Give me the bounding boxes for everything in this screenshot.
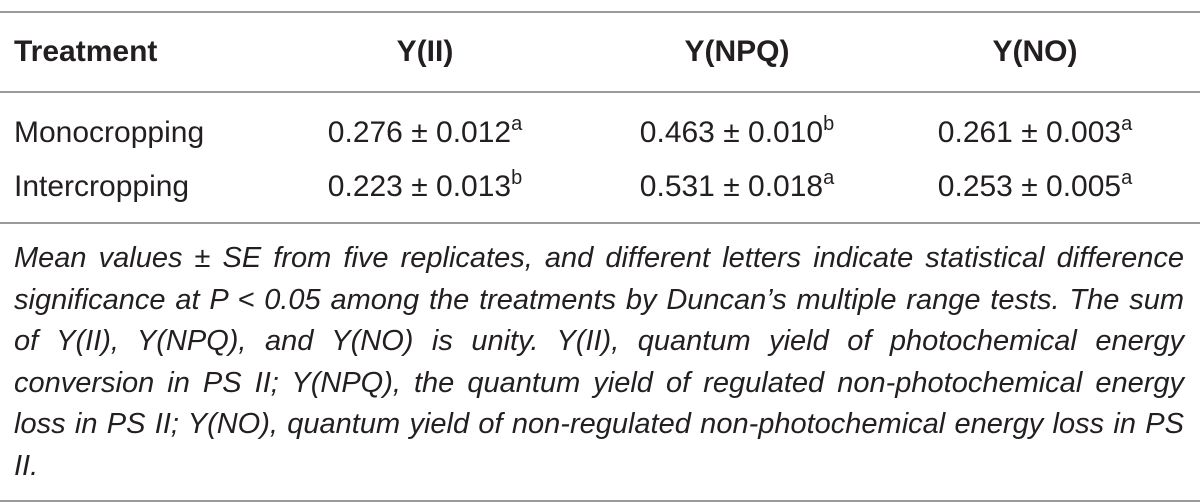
value-cell: 0.463 ± 0.010b [639,113,835,151]
top-rule [0,11,1200,13]
header-cell: Treatment [14,35,158,68]
value-cell: 0.276 ± 0.012a [327,113,523,151]
cell-text: 0.223 ± 0.013 [327,170,512,203]
value-cell: 0.531 ± 0.018a [639,167,835,205]
value-cell: 0.253 ± 0.005a [937,167,1133,205]
header-cell: Y(NPQ) [684,35,790,68]
cell-text: Monocropping [14,116,205,149]
cell-text: 0.261 ± 0.003 [937,116,1122,149]
significance-letter: a [823,167,835,189]
value-cell: 0.223 ± 0.013b [327,167,523,205]
cell-text: 0.276 ± 0.012 [327,116,512,149]
bottom-rule [0,500,1200,502]
row-label: Intercropping [14,169,189,205]
footnote: Mean values ± SE from five replicates, a… [14,242,1184,482]
header-cell: Y(NO) [992,35,1078,68]
value-cell: 0.261 ± 0.003a [937,113,1133,151]
cell-text: 0.463 ± 0.010 [639,116,824,149]
significance-letter: b [823,113,835,135]
significance-letter: a [1121,167,1133,189]
body-rule [0,222,1200,224]
significance-letter: b [511,167,523,189]
header-rule [0,91,1200,93]
significance-letter: a [1121,113,1133,135]
significance-letter: a [511,113,523,135]
row-label: Monocropping [14,115,204,151]
cell-text: 0.531 ± 0.018 [639,170,824,203]
cell-text: Intercropping [14,170,190,203]
cell-text: 0.253 ± 0.005 [937,170,1122,203]
header-cell: Y(II) [396,35,454,68]
